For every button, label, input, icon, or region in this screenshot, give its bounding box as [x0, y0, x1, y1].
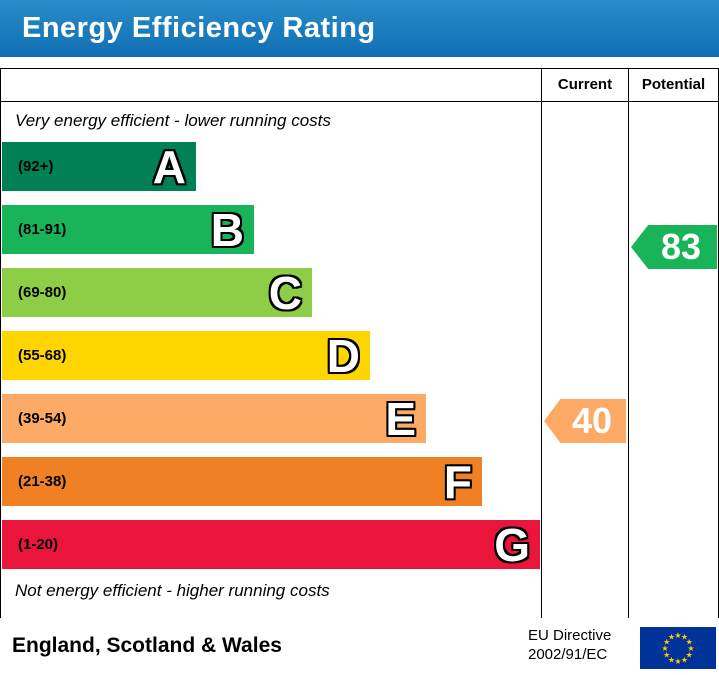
- band-letter: C: [268, 266, 302, 319]
- band-c: (69-80) C: [2, 268, 312, 317]
- page-title: Energy Efficiency Rating: [22, 12, 376, 44]
- eu-directive-label: EU Directive 2002/91/EC: [528, 626, 611, 664]
- svg-text:★: ★: [668, 655, 675, 664]
- svg-text:★: ★: [686, 651, 693, 660]
- band-f: (21-38) F: [2, 457, 482, 506]
- svg-text:★: ★: [674, 631, 681, 640]
- top-note: Very energy efficient - lower running co…: [15, 111, 331, 130]
- band-e: (39-54) E: [2, 394, 426, 443]
- current-column-divider: [541, 69, 542, 618]
- svg-text:★: ★: [687, 644, 694, 653]
- band-range-label: (69-80): [18, 284, 67, 301]
- header-row-divider: [1, 101, 718, 102]
- band-range-label: (55-68): [18, 347, 67, 364]
- band-letter: G: [494, 518, 530, 571]
- eu-directive-line1: EU Directive: [528, 627, 612, 644]
- potential-rating-marker: 83: [631, 225, 717, 269]
- band-range-label: (81-91): [18, 221, 67, 238]
- potential-rating-value: 83: [660, 226, 702, 267]
- svg-text:★: ★: [663, 651, 670, 660]
- current-column-header: Current: [557, 76, 613, 93]
- band-range-label: (1-20): [18, 536, 59, 553]
- svg-text:★: ★: [674, 657, 681, 666]
- footer: England, Scotland & Wales EU Directive 2…: [0, 618, 719, 675]
- rating-chart: Current Potential Very energy efficient …: [0, 68, 719, 619]
- svg-text:★: ★: [668, 633, 675, 642]
- rating-bands: (92+) A (81-91) B (69-80) C (55-68) D (39-54) E (2…: [2, 142, 540, 583]
- band-range-label: (39-54): [18, 410, 67, 427]
- band-g: (1-20) G: [2, 520, 540, 569]
- current-rating-marker: 40: [544, 399, 626, 443]
- svg-text:★: ★: [681, 655, 688, 664]
- band-range-label: (21-38): [18, 473, 67, 490]
- bottom-note: Not energy efficient - higher running co…: [15, 581, 330, 600]
- current-rating-value: 40: [571, 400, 613, 441]
- band-letter: B: [210, 203, 244, 256]
- eu-directive-line2: 2002/91/EC: [528, 646, 608, 663]
- band-letter: D: [326, 329, 360, 382]
- svg-text:★: ★: [661, 644, 668, 653]
- svg-text:★: ★: [686, 638, 693, 647]
- potential-column-divider: [628, 69, 629, 618]
- svg-text:★: ★: [663, 638, 670, 647]
- band-a: (92+) A: [2, 142, 196, 191]
- region-label: England, Scotland & Wales: [12, 634, 282, 657]
- band-letter: F: [443, 455, 472, 508]
- svg-text:★: ★: [681, 633, 688, 642]
- band-letter: E: [385, 392, 416, 445]
- band-d: (55-68) D: [2, 331, 370, 380]
- band-b: (81-91) B: [2, 205, 254, 254]
- band-range-label: (92+): [18, 158, 54, 175]
- potential-column-header: Potential: [641, 76, 706, 93]
- band-letter: A: [152, 140, 186, 193]
- title-bar: Energy Efficiency Rating: [0, 0, 719, 57]
- eu-flag-icon: ★ ★★★★★★★★★★★: [640, 627, 716, 669]
